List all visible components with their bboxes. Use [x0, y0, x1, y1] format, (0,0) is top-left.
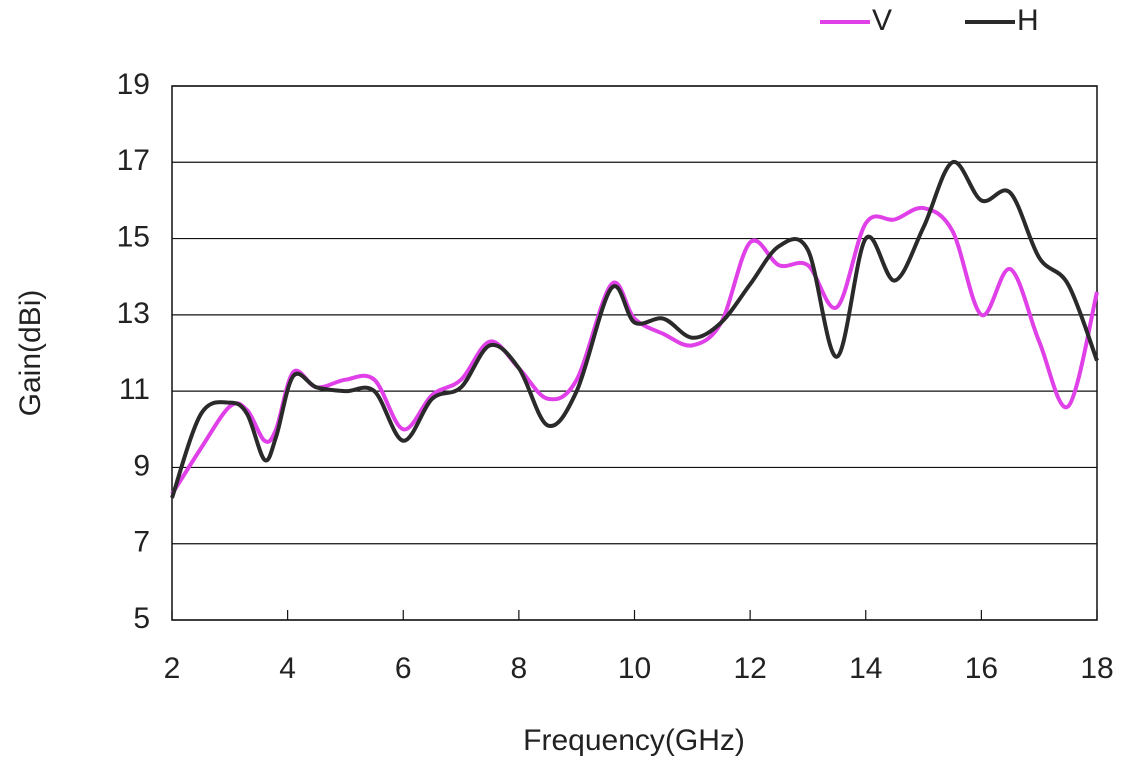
series-line: [170, 160, 1099, 499]
x-tick-label: 4: [279, 652, 296, 685]
x-tick-label: 16: [965, 652, 998, 685]
y-tick-label: 13: [117, 297, 150, 330]
y-tick-label: 7: [133, 526, 150, 559]
x-axis-label: Frequency(GHz): [523, 724, 745, 757]
y-tick-label: 19: [117, 68, 150, 101]
y-axis-label: Gain(dBi): [14, 290, 47, 417]
x-tick-label: 6: [395, 652, 412, 685]
legend-label: V: [872, 4, 892, 37]
x-tick-label: 2: [164, 652, 181, 685]
x-tick-label: 8: [511, 652, 528, 685]
y-tick-label: 17: [117, 144, 150, 177]
x-tick-label: 14: [849, 652, 882, 685]
legend-label: H: [1017, 4, 1039, 37]
y-tick-label: 15: [117, 220, 150, 253]
series-line: [170, 205, 1099, 496]
plot-frame: [171, 85, 1098, 621]
x-tick-label: 10: [618, 652, 651, 685]
x-tick-label: 18: [1080, 652, 1113, 685]
x-tick-label: 12: [733, 652, 766, 685]
y-tick-label: 5: [133, 602, 150, 635]
y-tick-label: 11: [119, 373, 150, 406]
y-tick-label: 9: [133, 449, 150, 482]
